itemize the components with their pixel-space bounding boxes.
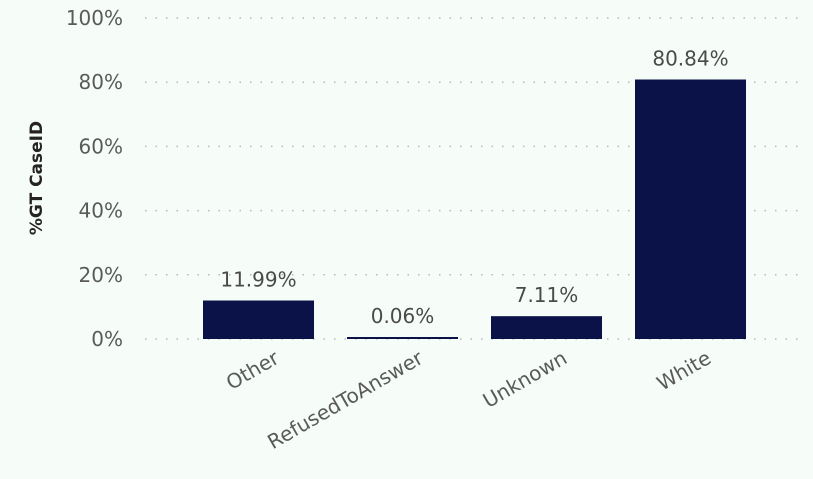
- x-category-label: White: [653, 346, 715, 396]
- y-axis-ticks: 0% 20% 40% 60% 80% 100%: [66, 6, 123, 351]
- bar-other[interactable]: [203, 300, 314, 339]
- bar-white[interactable]: [635, 79, 746, 339]
- y-tick-label: 0%: [91, 327, 123, 351]
- y-tick-label: 60%: [79, 134, 123, 158]
- bars: [203, 79, 746, 339]
- y-tick-label: 80%: [79, 70, 123, 94]
- bar-refusedtoanswer[interactable]: [347, 337, 458, 339]
- data-labels: 11.99% 0.06% 7.11% 80.84%: [220, 47, 728, 328]
- data-label: 7.11%: [515, 283, 579, 307]
- bar-unknown[interactable]: [491, 316, 602, 339]
- x-category-label: Unknown: [479, 346, 571, 413]
- y-axis-title: %GT CaseID: [27, 121, 47, 235]
- data-label: 80.84%: [652, 47, 728, 71]
- data-label: 11.99%: [220, 268, 296, 292]
- y-tick-label: 20%: [79, 263, 123, 287]
- x-category-label: RefusedToAnswer: [263, 345, 427, 454]
- data-label: 0.06%: [371, 304, 435, 328]
- y-tick-label: 100%: [66, 6, 123, 30]
- x-category-label: Other: [222, 345, 284, 395]
- y-tick-label: 40%: [79, 199, 123, 223]
